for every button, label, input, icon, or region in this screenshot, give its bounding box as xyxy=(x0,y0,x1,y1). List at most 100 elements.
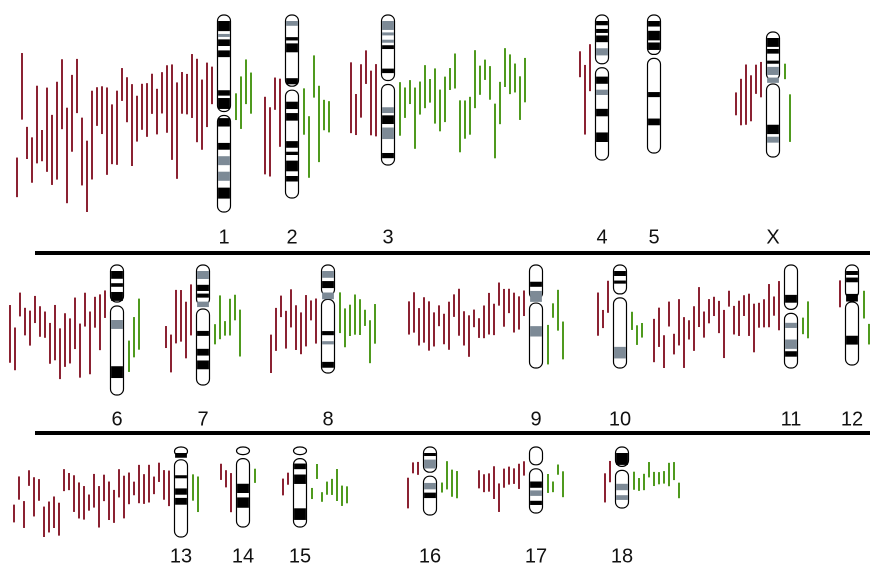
row-divider xyxy=(35,431,870,435)
band xyxy=(530,501,542,505)
band xyxy=(596,90,608,95)
chromosome-label: 15 xyxy=(289,545,311,567)
chromosome-label: 13 xyxy=(170,545,192,567)
band xyxy=(322,362,334,368)
chromosome-arm xyxy=(382,85,395,166)
band xyxy=(648,119,660,126)
band xyxy=(382,21,394,30)
band xyxy=(424,483,436,489)
band xyxy=(767,49,779,54)
band xyxy=(530,490,542,495)
band xyxy=(530,282,542,287)
band xyxy=(322,281,334,288)
band xyxy=(286,141,298,148)
band xyxy=(286,176,298,182)
band xyxy=(286,102,298,109)
band xyxy=(614,271,626,276)
band xyxy=(197,349,209,356)
band xyxy=(111,320,123,329)
band xyxy=(767,38,779,47)
chromosome: 9 xyxy=(409,265,563,430)
chromosome-arm xyxy=(197,309,210,385)
band xyxy=(530,326,542,336)
chromosome-arm xyxy=(530,447,543,465)
band xyxy=(294,475,306,484)
band xyxy=(767,78,779,83)
chromosome: 12 xyxy=(840,265,869,430)
chromosome-arm xyxy=(237,447,250,455)
band xyxy=(286,37,298,40)
chromosome-arm xyxy=(846,302,859,365)
chromosome: 5 xyxy=(648,15,661,248)
karyogram: 12345X6789101112131415161718 xyxy=(0,0,873,569)
band xyxy=(785,340,797,349)
band xyxy=(294,508,306,520)
row-divider xyxy=(35,251,870,255)
chromosome-label: 7 xyxy=(197,408,208,430)
chromosome-arm xyxy=(111,306,124,395)
chromosome: 18 xyxy=(605,447,679,567)
band xyxy=(648,21,660,27)
band xyxy=(424,453,436,456)
band xyxy=(218,90,230,95)
chromosome: 11 xyxy=(654,265,808,430)
band xyxy=(218,21,230,31)
band xyxy=(785,323,797,328)
band xyxy=(846,271,858,275)
band xyxy=(286,113,298,121)
chromosome: X xyxy=(736,32,790,248)
band xyxy=(322,341,334,344)
band xyxy=(767,125,779,134)
band xyxy=(767,67,779,75)
chromosome-label: 11 xyxy=(781,408,802,430)
band xyxy=(294,464,306,470)
band xyxy=(530,481,542,487)
chromosome: 15 xyxy=(283,447,347,567)
chromosome: 6 xyxy=(10,265,139,430)
chromosome: 2 xyxy=(265,15,329,248)
band xyxy=(111,292,123,301)
chromosome: 16 xyxy=(408,447,457,567)
band xyxy=(382,128,394,140)
band xyxy=(111,271,123,279)
band xyxy=(382,45,394,49)
band xyxy=(846,336,858,345)
band xyxy=(197,360,209,369)
chromosome-label: 1 xyxy=(218,226,229,248)
chromosome: 10 xyxy=(598,265,642,430)
band xyxy=(218,98,230,109)
band xyxy=(175,475,187,478)
band xyxy=(197,285,209,291)
band xyxy=(218,39,230,46)
chromosome: 4 xyxy=(580,15,609,248)
band xyxy=(218,188,230,199)
chromosome-label: 9 xyxy=(530,408,541,430)
chromosome-label: 6 xyxy=(111,408,122,430)
band xyxy=(175,488,187,494)
band xyxy=(218,118,230,126)
band xyxy=(322,331,334,335)
band xyxy=(286,152,298,155)
band xyxy=(648,92,660,97)
chromosome-label: 4 xyxy=(596,226,607,248)
chromosome-arm xyxy=(294,447,307,455)
band xyxy=(382,107,394,113)
chromosome-arm xyxy=(322,265,335,295)
band xyxy=(596,21,608,25)
band xyxy=(382,69,394,74)
chromosome-label: 12 xyxy=(841,408,863,430)
band xyxy=(382,153,394,158)
band xyxy=(218,143,230,150)
band xyxy=(197,294,209,298)
band xyxy=(596,35,608,42)
chromosome: 1 xyxy=(17,15,251,248)
chromosome: 7 xyxy=(166,265,240,430)
band xyxy=(530,291,542,302)
band xyxy=(614,347,626,359)
band xyxy=(767,137,779,143)
band xyxy=(596,132,608,142)
band xyxy=(596,109,608,116)
band xyxy=(616,495,628,500)
band xyxy=(785,351,797,356)
band xyxy=(322,271,334,278)
